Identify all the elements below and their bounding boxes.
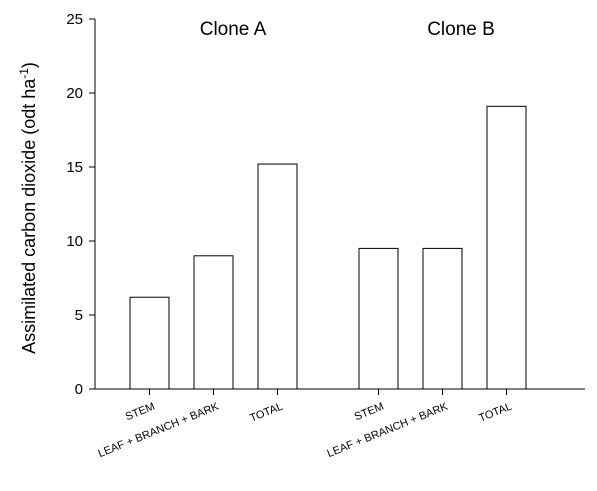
y-tick-label: 25 bbox=[66, 11, 83, 28]
y-axis-title: Assimilated carbon dioxide (odt ha-1) bbox=[17, 62, 39, 354]
bar bbox=[358, 247, 399, 390]
x-category-label: LEAF + BRANCH + BARK bbox=[97, 400, 222, 460]
bar bbox=[422, 247, 463, 390]
bars bbox=[129, 105, 527, 390]
y-tick-label: 15 bbox=[66, 159, 83, 176]
y-tick-label: 10 bbox=[66, 233, 83, 250]
x-category-label: LEAF + BRANCH + BARK bbox=[326, 400, 451, 460]
x-category-label: STEM bbox=[124, 401, 157, 424]
x-category-label: TOTAL bbox=[477, 401, 513, 425]
bar bbox=[129, 296, 170, 390]
bar bbox=[486, 105, 527, 390]
x-category-label: STEM bbox=[353, 401, 386, 424]
y-tick-label: 5 bbox=[75, 307, 83, 324]
bar bbox=[193, 255, 234, 390]
y-tick-label: 0 bbox=[75, 381, 83, 398]
y-tick-label: 20 bbox=[66, 85, 83, 102]
x-category-label: TOTAL bbox=[248, 401, 284, 425]
bar bbox=[257, 163, 298, 390]
group-label: Clone A bbox=[200, 19, 267, 40]
group-label: Clone B bbox=[427, 19, 495, 40]
